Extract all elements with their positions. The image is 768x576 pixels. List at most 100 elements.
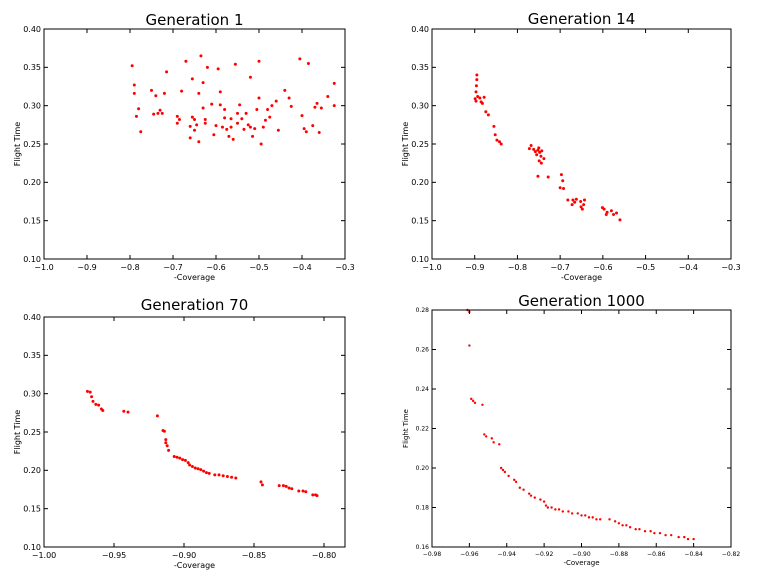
data-point-36 xyxy=(562,186,566,190)
y-tick-label: 0.10 xyxy=(411,255,429,264)
data-point-40 xyxy=(281,484,285,488)
data-point-43 xyxy=(621,524,624,527)
data-point-9 xyxy=(126,410,130,414)
x-tick-label: −0.96 xyxy=(460,551,479,558)
x-axis-label: -Coverage xyxy=(561,273,602,282)
x-tick-label: −0.3 xyxy=(721,263,740,272)
data-point-19 xyxy=(188,124,192,128)
data-point-42 xyxy=(579,200,583,203)
plot-frame xyxy=(43,28,346,260)
data-point-77 xyxy=(304,130,308,134)
data-point-45 xyxy=(582,203,586,207)
data-point-43 xyxy=(225,127,229,131)
y-axis-label: Flight Time xyxy=(402,409,410,448)
y-tick-label: 0.25 xyxy=(411,140,429,149)
data-point-12 xyxy=(162,429,166,433)
data-point-86 xyxy=(332,104,336,108)
data-points xyxy=(473,73,622,222)
y-tick-label: 0.30 xyxy=(23,389,41,398)
data-point-8 xyxy=(122,409,126,413)
data-point-22 xyxy=(190,77,194,81)
data-point-23 xyxy=(188,463,192,467)
data-point-36 xyxy=(234,476,238,480)
data-point-23 xyxy=(539,498,542,501)
data-point-41 xyxy=(284,484,288,488)
data-point-4 xyxy=(473,97,477,101)
data-point-16 xyxy=(177,117,181,121)
data-point-32 xyxy=(203,117,207,121)
data-point-24 xyxy=(537,146,541,150)
data-point-33 xyxy=(559,173,563,177)
data-point-24 xyxy=(193,128,196,132)
data-point-29 xyxy=(557,508,561,511)
data-point-8 xyxy=(154,94,158,98)
data-point-16 xyxy=(513,478,516,482)
data-point-25 xyxy=(538,150,542,154)
subplot-generation-14: Generation 14 −1.0 −0.9 −0.8 −0.7 −0.6 −0.5 −0.… xyxy=(401,10,741,282)
x-tick-label: −0.7 xyxy=(163,263,182,272)
data-point-2 xyxy=(132,91,136,95)
data-point-20 xyxy=(532,147,536,151)
data-point-2 xyxy=(474,84,478,88)
data-point-1 xyxy=(132,83,136,87)
x-tick-label: −0.98 xyxy=(423,551,442,558)
data-point-14 xyxy=(175,114,179,118)
chart-title: Generation 1000 xyxy=(518,292,645,310)
data-point-27 xyxy=(197,91,201,95)
data-point-3 xyxy=(470,397,473,401)
data-point-14 xyxy=(493,133,497,137)
data-point-47 xyxy=(231,137,235,141)
data-point-46 xyxy=(634,528,637,531)
data-point-11 xyxy=(498,443,501,446)
data-point-73 xyxy=(289,104,293,108)
data-point-53 xyxy=(615,211,619,215)
data-point-46 xyxy=(229,125,233,129)
data-point-49 xyxy=(649,530,652,533)
data-point-10 xyxy=(158,108,162,112)
data-point-12 xyxy=(499,466,503,470)
data-point-72 xyxy=(287,96,291,100)
data-point-8 xyxy=(484,435,488,438)
data-point-84 xyxy=(326,94,330,98)
data-point-47 xyxy=(311,493,315,497)
data-point-29 xyxy=(536,174,540,178)
x-tick-label: −0.8 xyxy=(508,263,527,272)
data-point-42 xyxy=(287,486,291,490)
data-point-59 xyxy=(253,127,257,131)
data-point-30 xyxy=(201,106,205,110)
data-point-13 xyxy=(501,468,505,472)
data-point-54 xyxy=(618,218,622,222)
data-point-43 xyxy=(290,487,294,491)
data-point-70 xyxy=(276,128,280,132)
data-point-35 xyxy=(584,514,587,517)
y-tick-label: 0.20 xyxy=(23,466,41,475)
data-point-63 xyxy=(259,142,263,146)
data-point-67 xyxy=(268,115,272,119)
data-point-50 xyxy=(605,210,609,214)
data-point-49 xyxy=(315,494,319,498)
data-point-56 xyxy=(686,537,690,541)
data-point-44 xyxy=(227,134,231,138)
data-point-18 xyxy=(527,147,531,151)
data-point-28 xyxy=(539,161,543,165)
x-tick-label: −0.5 xyxy=(636,263,655,272)
data-point-0 xyxy=(475,73,479,77)
x-tick-label: −1.00 xyxy=(32,551,57,560)
x-tick-label: −0.6 xyxy=(593,263,612,272)
data-point-26 xyxy=(196,467,200,471)
data-point-26 xyxy=(546,506,550,509)
subplot-generation-1000: Generation 1000 −0.98 −0.96 −0.94 −0.92 −0.90… xyxy=(402,292,740,567)
y-tick-label: 0.25 xyxy=(23,140,41,149)
data-point-54 xyxy=(677,535,680,539)
data-point-30 xyxy=(542,157,546,161)
data-point-28 xyxy=(199,54,203,58)
data-point-22 xyxy=(533,496,536,499)
data-point-60 xyxy=(255,108,259,111)
data-point-25 xyxy=(193,466,197,470)
plot-frame xyxy=(431,309,732,548)
data-point-33 xyxy=(205,65,209,69)
data-points xyxy=(466,308,695,541)
data-point-31 xyxy=(540,149,544,153)
data-point-32 xyxy=(570,512,574,515)
